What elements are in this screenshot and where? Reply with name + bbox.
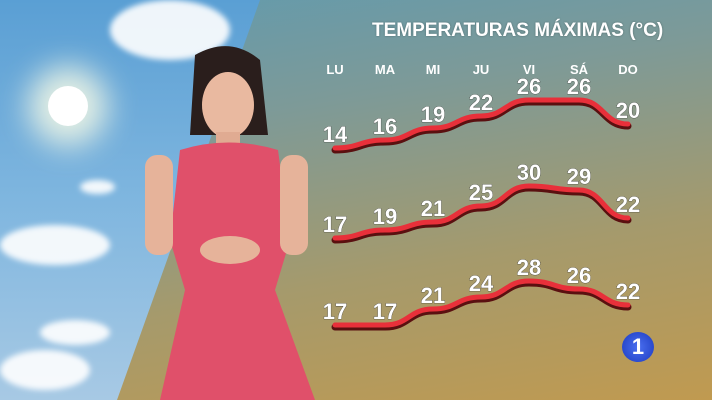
data-label: 28 [517,255,541,280]
series-line-0 [332,97,631,151]
channel-logo: 1 [622,332,654,362]
cloud [80,180,115,194]
presenter [145,46,315,400]
data-label: 14 [323,122,348,147]
day-label-3: JU [472,62,490,77]
day-label-2: MI [425,62,441,77]
chart-title: TEMPERATURAS MÁXIMAS (°C) [372,20,664,41]
data-label: 21 [421,196,445,221]
data-label: 25 [469,180,493,205]
cloud [0,350,90,390]
data-label: 26 [517,74,541,99]
data-label: 29 [567,164,591,189]
data-label: 24 [469,271,494,296]
data-label: 26 [567,263,591,288]
cloud [40,320,110,345]
day-label-1: MA [374,62,396,77]
data-label: 17 [373,299,397,324]
data-label: 19 [421,102,445,127]
day-label-4: VI [522,62,536,77]
sun-icon [48,86,88,126]
data-label: 19 [373,204,397,229]
data-label: 17 [323,299,347,324]
data-label: 22 [616,192,640,217]
day-label-5: SÁ [569,62,589,77]
day-label-0: LU [326,62,344,77]
series-line-1 [332,183,631,241]
series-line-2 [332,278,631,328]
data-label: 17 [323,212,347,237]
data-label: 16 [373,114,397,139]
cloud [0,225,110,265]
data-label: 21 [421,283,445,308]
data-label: 30 [517,160,541,185]
data-label: 20 [616,98,640,123]
data-label: 22 [616,279,640,304]
day-label-6: DO [618,62,638,77]
data-label: 26 [567,74,591,99]
data-label: 22 [469,90,493,115]
